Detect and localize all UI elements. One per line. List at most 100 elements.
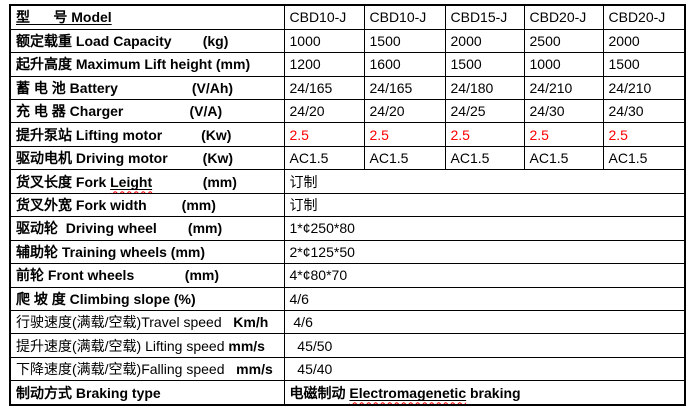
text-segment: 辅助轮 Training wheels (mm) [16,243,206,260]
cell-value: 24/25 [444,99,525,124]
text-segment: Km/h [233,314,269,331]
cell-value: 1200 [283,52,365,77]
text-segment: 4*¢80*70 [289,267,348,284]
cell-value: 2.5 [283,122,365,147]
spec-table: 型 号 Model CBD10-J CBD10-J CBD15-J CBD20-J CBD… [9,4,686,406]
row-label: 制动方式 Braking type [9,380,285,406]
text-segment: 45/40 [289,361,333,378]
text-segment: 4/6 [289,314,313,331]
row-label: 驱动电机 Driving motor (Kw) [9,145,285,171]
text-segment: 货叉长度 Fork [16,173,111,190]
text-segment: 额定载重 Load Capacity (kg) [16,32,229,49]
row-label: 行驶速度(满载/空载)Travel speed Km/h [9,309,285,335]
cell-value: 2.5 [602,122,686,147]
text-segment: 蓄 电 池 Battery (V/Ah) [16,79,234,96]
cell-value: AC1.5 [602,145,686,171]
table-row: 提升速度(满载/空载) Lifting speed mm/s 45/50 [9,333,686,358]
text-segment: 下降速度(满载/空载)Falling speed [16,361,237,378]
table-row: 下降速度(满载/空载)Falling speed mm/s 45/40 [9,356,686,382]
cell-value: 1000 [283,28,365,54]
cell-value: 24/180 [444,75,525,101]
merged-cell-value: 45/40 [283,356,686,382]
cell-value: 1600 [363,52,446,77]
table-row: 爬 坡 度 Climbing slope (%) 4/6 [9,286,686,311]
table-row: 提升泵站 Lifting motor (Kw) 2.5 2.5 2.5 2.5 2.5 [9,122,686,147]
row-label: 爬 坡 度 Climbing slope (%) [9,286,285,311]
cell-value: 1000 [523,52,604,77]
cell-value: CBD20-J [602,4,686,30]
row-label: 辅助轮 Training wheels (mm) [9,239,285,265]
table-row: 货叉外宽 Fork width (mm) 订制 [9,192,686,218]
cell-value: 2000 [444,28,525,54]
row-label: 额定载重 Load Capacity (kg) [9,28,285,54]
cell-value: CBD10-J [363,4,446,30]
text-segment: 货叉外宽 Fork width (mm) [16,197,216,213]
row-label: 下降速度(满载/空载)Falling speed mm/s [9,356,285,382]
text-segment: 行驶速度(满载/空载)Travel speed [16,314,234,331]
cell-value: 24/210 [523,75,604,101]
cell-value: AC1.5 [444,145,525,171]
text-segment: (mm) [152,173,237,190]
cell-value: 2.5 [363,122,446,147]
cell-value: CBD10-J [283,4,365,30]
text-segment: 前轮 Front wheels (mm) [16,267,220,284]
merged-cell-value: 4/6 [283,309,686,335]
table-row: 行驶速度(满载/空载)Travel speed Km/h 4/6 [9,309,686,335]
text-segment: 4/6 [289,290,309,307]
table-row: 额定载重 Load Capacity (kg) 1000 1500 2000 2500 2… [9,28,686,54]
cell-value: 2500 [523,28,604,54]
text-segment: 订制 [289,173,318,190]
table-row: 驱动电机 Driving motor (Kw) AC1.5 AC1.5 AC1.5 AC… [9,145,686,171]
merged-cell-value: 电磁制动 Electromagenetic braking [283,380,686,406]
row-label: 充 电 器 Charger (V/A) [9,99,285,124]
text-segment: 充 电 器 Charger (V/A) [16,103,223,120]
cell-value: 1500 [444,52,525,77]
merged-cell-value: 订制 [283,192,686,218]
underlined-misspelled-text: Leight [110,174,152,190]
cell-value: 24/210 [602,75,686,101]
cell-value: 1500 [602,52,686,77]
table-row: 前轮 Front wheels (mm) 4*¢80*70 [9,263,686,288]
text-segment: 2*¢125*50 [289,243,355,260]
table-row: 驱动轮 Driving wheel (mm) 1*¢250*80 [9,216,686,241]
cell-value: 2.5 [444,122,525,147]
text-segment: mm/s [236,361,273,378]
text-segment: 驱动电机 Driving motor (Kw) [16,150,233,167]
cell-value: 24/20 [283,99,365,124]
cell-value: 24/20 [363,99,446,124]
row-label: 提升速度(满载/空载) Lifting speed mm/s [9,333,285,358]
row-label: 型 号 Model [9,4,285,30]
merged-cell-value: 4/6 [283,286,686,311]
cell-value: 24/165 [283,75,365,101]
row-label: 蓄 电 池 Battery (V/Ah) [9,75,285,101]
text-segment: mm/s [228,337,265,354]
text-segment: 电磁制动 [289,384,350,401]
merged-cell-value: 1*¢250*80 [283,216,686,241]
text-segment: braking [466,384,521,401]
merged-cell-value: 订制 [283,169,686,194]
text-segment: 提升速度(满载/空载) Lifting speed [16,337,229,354]
cell-value: 24/30 [602,99,686,124]
text-segment: 爬 坡 度 Climbing slope (%) [16,290,196,307]
cell-value: 2.5 [523,122,604,147]
merged-cell-value: 4*¢80*70 [283,263,686,288]
cell-value: AC1.5 [283,145,365,171]
text-segment: 1*¢250*80 [289,220,355,237]
cell-value: CBD20-J [523,4,604,30]
cell-value: CBD15-J [444,4,525,30]
row-label: 起升高度 Maximum Lift height (mm) [9,52,285,77]
cell-value: 1500 [363,28,446,54]
spec-table-body: 型 号 Model CBD10-J CBD10-J CBD15-J CBD20-J CBD… [9,4,686,406]
text-segment: 驱动轮 Driving wheel (mm) [16,220,223,237]
table-row: 充 电 器 Charger (V/A) 24/20 24/20 24/25 24/30 2… [9,99,686,124]
merged-cell-value: 45/50 [283,333,686,358]
underlined-misspelled-text: Electromagenetic [349,385,466,401]
text-segment: 提升泵站 Lifting motor (Kw) [16,126,232,143]
text-segment: 起升高度 Maximum Lift height (mm) [16,56,251,73]
text-segment: 45/50 [289,337,333,354]
table-row: 货叉长度 Fork Leight (mm) 订制 [9,169,686,194]
table-row: 型 号 Model CBD10-J CBD10-J CBD15-J CBD20-J CBD… [9,4,686,30]
cell-value: AC1.5 [523,145,604,171]
row-label: 货叉长度 Fork Leight (mm) [9,169,285,194]
